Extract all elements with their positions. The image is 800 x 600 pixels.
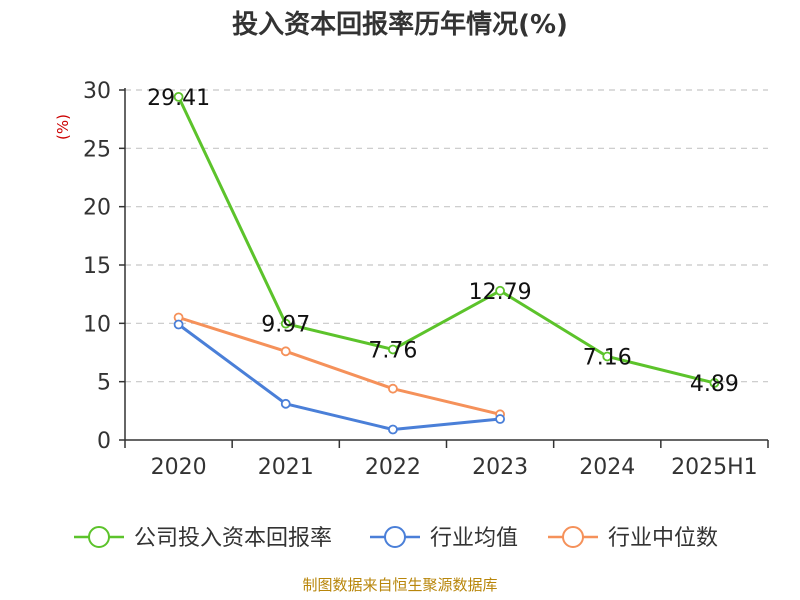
source-note: 制图数据来自恒生聚源数据库	[302, 576, 497, 594]
y-tick-label: 5	[97, 371, 111, 396]
grid-lines	[119, 89, 768, 441]
series-line	[178, 316, 501, 416]
y-axis-label: (%)	[54, 114, 72, 140]
x-tick-label: 2021	[258, 455, 314, 480]
y-tick-label: 30	[83, 79, 111, 104]
data-point	[388, 424, 398, 435]
data-label: 9.97	[261, 313, 310, 338]
data-point	[602, 351, 613, 362]
data-point	[495, 285, 505, 296]
series-line	[177, 96, 715, 385]
data-label: 7.16	[583, 345, 632, 370]
x-tick-labels: 2020 2021 2022 2023 2024 2025H1	[151, 455, 758, 480]
legend-label: 行业均值	[430, 526, 518, 551]
data-point	[173, 319, 184, 330]
y-tick-label: 10	[83, 312, 111, 337]
y-tick-labels: 0 5 10 15 20 25 30	[83, 79, 111, 454]
data-point	[388, 383, 398, 394]
data-labels: 29.41 9.97 7.76 12.79 7.16 4.89	[147, 86, 739, 397]
legend-marker	[88, 526, 110, 548]
series-group	[173, 91, 720, 435]
data-point	[173, 91, 184, 102]
y-tick-label: 15	[83, 254, 111, 279]
x-tick-label: 2024	[579, 455, 635, 480]
y-tick-label: 0	[97, 429, 111, 454]
x-tick-label: 2025H1	[671, 455, 758, 480]
legend-marker	[562, 526, 584, 548]
data-point	[280, 318, 291, 329]
axes	[124, 88, 769, 448]
legend: 公司投入资本回报率 行业均值 行业中位数	[74, 526, 718, 551]
legend-label: 公司投入资本回报率	[134, 526, 332, 551]
data-label: 4.89	[690, 372, 739, 397]
data-label: 29.41	[147, 86, 210, 111]
x-tick-label: 2022	[365, 455, 421, 480]
series-line	[177, 323, 501, 431]
data-point	[280, 398, 291, 409]
data-point	[388, 344, 398, 355]
legend-marker	[384, 526, 406, 548]
data-point	[495, 414, 505, 424]
y-tick-label: 25	[83, 137, 111, 162]
data-point	[709, 378, 720, 388]
data-point	[280, 346, 291, 357]
chart-title: 投入资本回报率历年情况(%)	[232, 9, 568, 40]
legend-label: 行业中位数	[608, 526, 718, 551]
data-label: 7.76	[368, 338, 417, 363]
x-tick-label: 2023	[472, 455, 528, 480]
x-tick-label: 2020	[151, 455, 207, 480]
data-label: 12.79	[469, 280, 532, 305]
y-tick-label: 20	[83, 196, 111, 221]
